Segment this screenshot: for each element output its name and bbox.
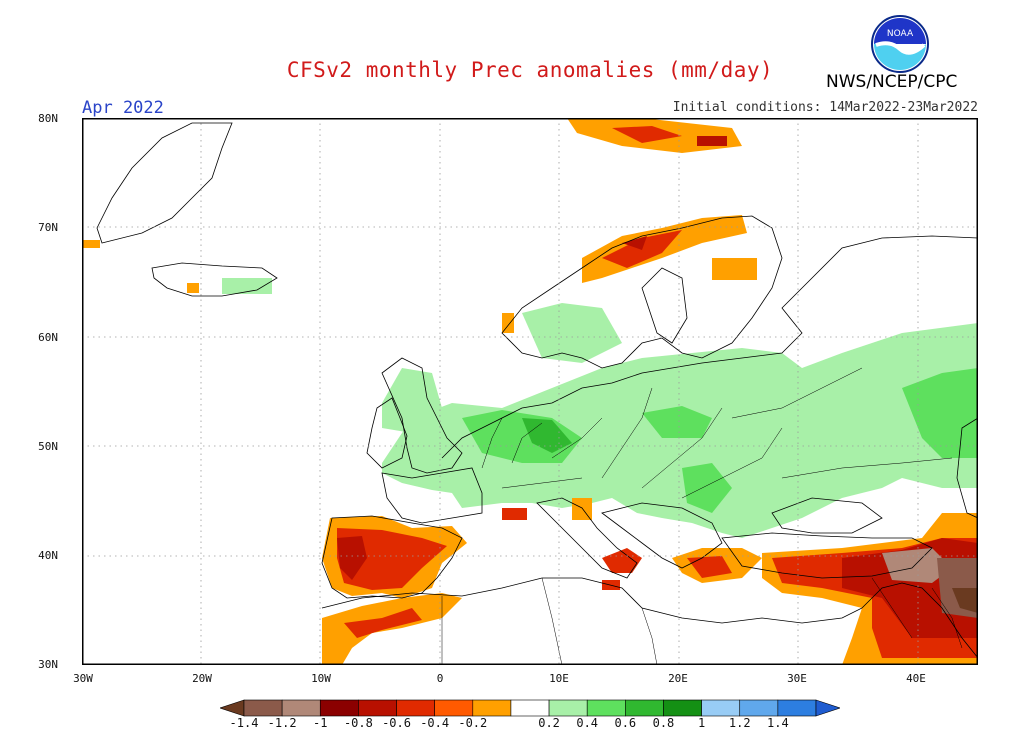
colorbar-box	[319, 699, 359, 717]
colorbar-over-triangle	[815, 699, 840, 717]
lon-label-10e: 10E	[549, 672, 569, 685]
country-borders	[441, 367, 963, 665]
lon-label-10w: 10W	[311, 672, 331, 685]
lat-label-30n: 30N	[38, 658, 58, 671]
lon-label-20e: 20E	[668, 672, 688, 685]
colorbar-label: -1.4	[229, 716, 259, 730]
lon-label-30e: 30E	[787, 672, 807, 685]
colorbar-label: -1.2	[267, 716, 297, 730]
colorbar-label: 1	[697, 716, 706, 730]
lon-label-0: 0	[436, 672, 444, 685]
forecast-month: Apr 2022	[82, 98, 164, 118]
colorbar	[220, 699, 840, 717]
lat-label-80n: 80N	[38, 112, 58, 125]
lat-label-50n: 50N	[38, 440, 58, 453]
colorbar-label: 0.4	[576, 716, 599, 730]
agency-label: NWS/NCEP/CPC	[826, 72, 958, 92]
map-frame	[82, 118, 978, 665]
colorbar-box	[625, 699, 664, 717]
colorbar-label: -0.8	[343, 716, 373, 730]
colorbar-box	[777, 699, 817, 717]
initial-conditions: Initial conditions: 14Mar2022-23Mar2022	[672, 100, 978, 115]
gridlines	[82, 118, 978, 665]
colorbar-box	[586, 699, 626, 717]
colorbar-label: 1.2	[728, 716, 751, 730]
colorbar-label: -0.4	[420, 716, 450, 730]
lon-label-30w: 30W	[73, 672, 93, 685]
colorbar-box	[243, 699, 283, 717]
colorbar-label: 1.4	[767, 716, 789, 730]
colorbar-label: -0.2	[458, 716, 488, 730]
colorbar-label: -1	[313, 716, 328, 730]
coastlines	[96, 122, 978, 659]
colorbar-label: 0.6	[614, 716, 637, 730]
colorbar-box	[739, 699, 779, 717]
colorbar-label: 0.8	[652, 716, 675, 730]
colorbar-under-triangle	[220, 699, 245, 717]
colorbar-box	[281, 699, 321, 717]
anomaly-map	[82, 118, 978, 665]
lat-label-40n: 40N	[38, 549, 58, 562]
colorbar-label: 0.2	[538, 716, 560, 730]
colorbar-box	[358, 699, 397, 717]
lon-label-40e: 40E	[906, 672, 926, 685]
lat-label-70n: 70N	[38, 221, 58, 234]
colorbar-box	[510, 699, 550, 717]
logo-text: NOAA	[887, 29, 914, 39]
lon-label-20w: 20W	[192, 672, 212, 685]
noaa-logo: NOAA	[871, 15, 929, 73]
colorbar-box	[548, 699, 588, 717]
colorbar-box	[396, 699, 435, 717]
colorbar-box	[663, 699, 702, 717]
colorbar-box	[701, 699, 741, 717]
lat-label-60n: 60N	[38, 331, 58, 344]
colorbar-box	[434, 699, 474, 717]
colorbar-box	[472, 699, 512, 717]
colorbar-label: -0.6	[382, 716, 411, 730]
chart-title: CFSv2 monthly Prec anomalies (mm/day)	[286, 58, 774, 82]
